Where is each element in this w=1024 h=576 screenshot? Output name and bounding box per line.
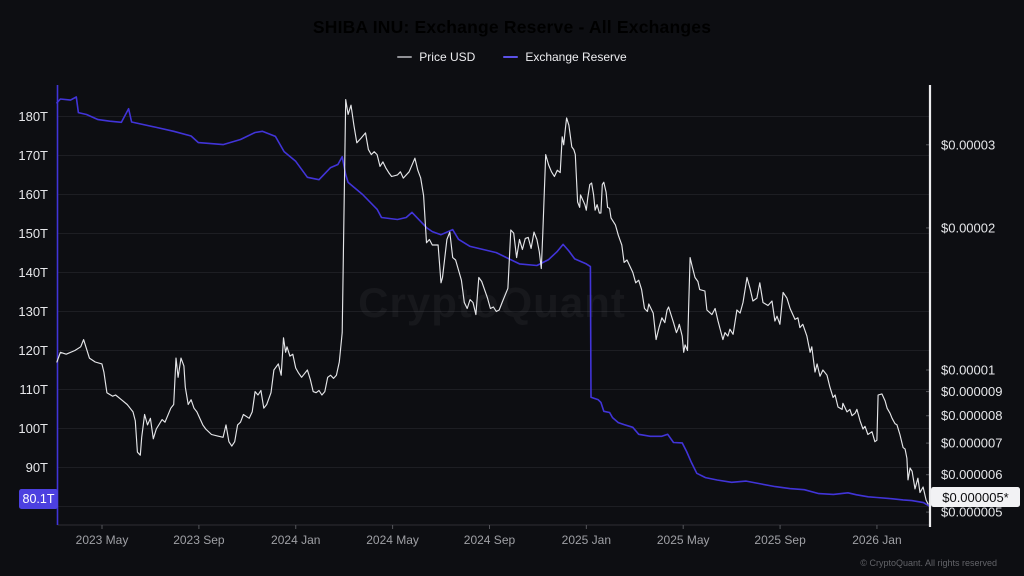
exchange-reserve-series-line	[56, 96, 931, 507]
x-tick-label: 2025 May	[657, 533, 710, 547]
x-tick-label: 2026 Jan	[852, 533, 901, 547]
left-axis-tick-label: 140T	[18, 265, 48, 280]
left-axis-tick-label: 90T	[26, 460, 48, 475]
legend-label-exchange-reserve: Exchange Reserve	[525, 50, 627, 64]
price-current-value-badge: $0.000005*	[931, 487, 1020, 507]
x-tick-label: 2024 Sep	[464, 533, 516, 547]
legend-label-price-usd: Price USD	[419, 50, 476, 64]
right-axis-tick-label: $0.00002	[941, 220, 995, 235]
right-axis-tick-label: $0.00003	[941, 137, 995, 152]
right-axis-tick-label: $0.000007	[941, 436, 1002, 451]
x-tick-label: 2023 Sep	[173, 533, 225, 547]
reserve-current-value-badge: 80.1T	[19, 489, 58, 509]
x-tick-label: 2025 Sep	[754, 533, 806, 547]
legend-item-price-usd[interactable]: Price USD	[397, 50, 475, 64]
page-title: SHIBA INU: Exchange Reserve - All Exchan…	[312, 17, 712, 37]
x-tick-label: 2025 Jan	[562, 533, 611, 547]
left-axis-tick-label: 170T	[18, 148, 48, 163]
right-axis-tick-label: $0.000006	[941, 467, 1002, 482]
left-axis-tick-label: 150T	[18, 226, 48, 241]
cryptoquant-watermark: CryptoQuant	[358, 279, 626, 326]
right-axis-tick-label: $0.000009	[941, 384, 1002, 399]
left-axis-tick-label: 100T	[18, 421, 48, 436]
right-axis-tick-label: $0.000005	[941, 505, 1002, 520]
left-axis-tick-label: 160T	[18, 187, 48, 202]
right-axis-tick-label: $0.000008	[941, 408, 1002, 423]
price-usd-line-swatch-icon	[397, 55, 413, 59]
legend: Price USD Exchange Reserve	[0, 50, 1024, 64]
x-tick-label: 2023 May	[76, 533, 129, 547]
right-axis-tick-label: $0.00001	[941, 363, 995, 378]
legend-item-exchange-reserve[interactable]: Exchange Reserve	[503, 50, 627, 64]
left-axis-tick-label: 110T	[19, 382, 48, 397]
left-axis-tick-label: 130T	[18, 304, 48, 319]
left-axis-tick-label: 180T	[18, 109, 48, 124]
x-tick-label: 2024 May	[366, 533, 419, 547]
price-usd-series-line	[56, 99, 929, 505]
copyright-text: © CryptoQuant. All rights reserved	[860, 558, 997, 568]
x-tick-label: 2024 Jan	[271, 533, 320, 547]
left-axis-tick-label: 120T	[18, 343, 48, 358]
exchange-reserve-line-swatch-icon	[503, 55, 519, 59]
